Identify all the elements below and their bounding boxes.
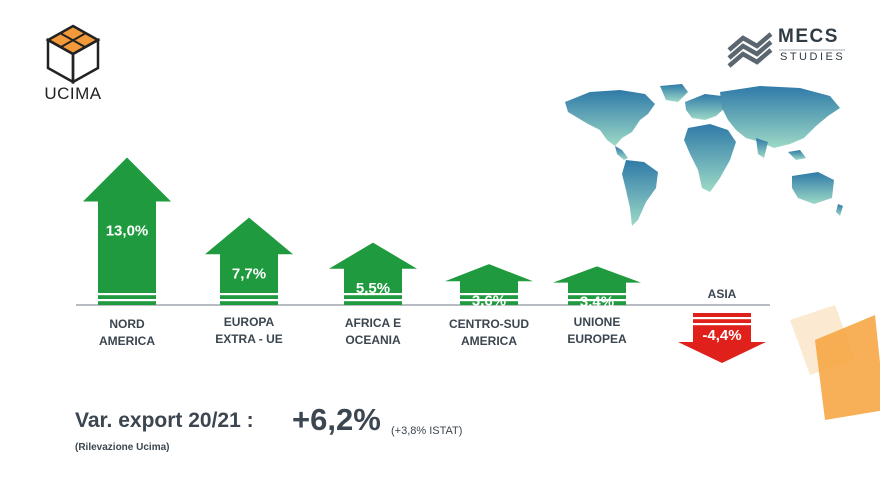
value-label-5: -4,4% (702, 327, 741, 344)
arrow-1 (205, 217, 293, 305)
arrow-stripe-5-1 (693, 323, 751, 326)
summary-label: Var. export 20/21 : (75, 409, 254, 432)
region-label-2-1: OCEANIA (345, 333, 401, 347)
region-label-4-1: EUROPEA (567, 332, 627, 346)
arrow-5 (678, 313, 766, 363)
value-label-3: 3,6% (472, 292, 506, 309)
mecs-logo (727, 32, 845, 68)
mecs-subtitle: STUDIES (780, 51, 846, 63)
ucima-logo (45, 24, 101, 85)
region-label-0-0: NORD (109, 317, 145, 331)
arrow-stripe-2-1 (344, 299, 402, 302)
arrow-2 (329, 242, 417, 305)
region-label-0-1: AMERICA (99, 334, 155, 348)
arrow-stripe-3-0 (460, 293, 518, 296)
arrow-0 (83, 157, 171, 305)
summary-note: (+3,8% ISTAT) (391, 425, 463, 437)
arrow-stripe-1-1 (220, 299, 278, 302)
arrow-stripe-1-0 (220, 293, 278, 296)
region-label-4-0: UNIONE (574, 315, 621, 329)
arrow-stripe-0-0 (98, 293, 156, 296)
region-label-5-0: ASIA (708, 287, 737, 301)
arrow-4 (553, 266, 641, 305)
value-label-0: 13,0% (106, 223, 149, 240)
region-label-3-1: AMERICA (461, 334, 517, 348)
ucima-wordmark: UCIMA (44, 84, 102, 103)
decorative-tiles (790, 305, 880, 420)
region-label-1-0: EUROPA (224, 315, 275, 329)
arrow-stripe-0-1 (98, 299, 156, 302)
mecs-title: MECS (778, 26, 839, 47)
arrow-stripe-4-0 (568, 293, 626, 296)
value-label-2: 5,5% (356, 280, 390, 297)
value-label-4: 3,4% (580, 294, 614, 311)
summary-source: (Rilevazione Ucima) (75, 442, 170, 453)
value-label-1: 7,7% (232, 265, 266, 282)
region-label-2-0: AFRICA E (345, 316, 401, 330)
arrow-stripe-3-1 (460, 299, 518, 302)
arrow-stripe-5-0 (693, 317, 751, 320)
world-map (565, 84, 843, 226)
arrow-stripe-2-0 (344, 293, 402, 296)
region-label-1-1: EXTRA - UE (215, 332, 283, 346)
arrow-stripe-4-1 (568, 299, 626, 302)
summary-value: +6,2% (292, 402, 381, 437)
region-label-3-0: CENTRO-SUD (449, 317, 529, 331)
